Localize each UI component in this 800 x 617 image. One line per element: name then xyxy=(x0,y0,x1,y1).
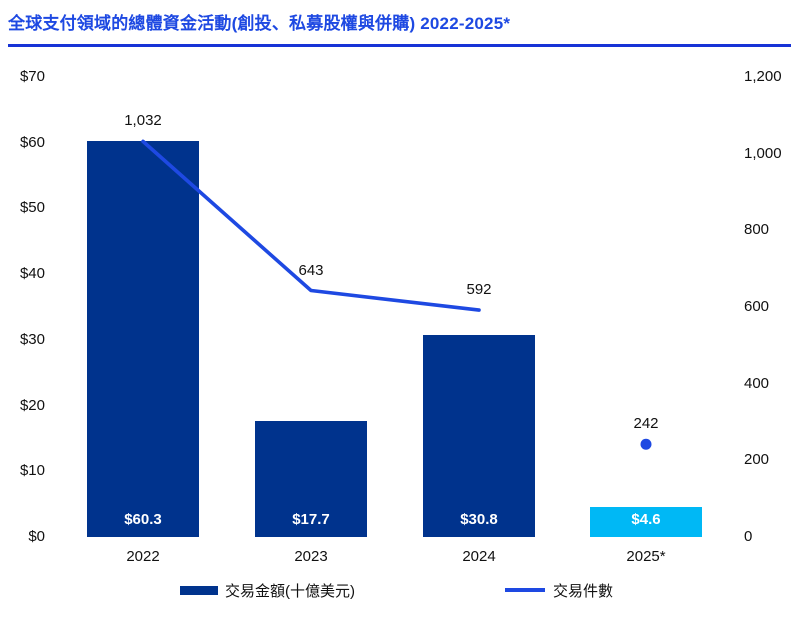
right-axis-tick: 200 xyxy=(744,451,770,469)
right-axis-tick: 400 xyxy=(744,374,770,392)
plot-area: $0 $10 $20 $30 $40 $50 $60 $70 0 200 400 600 800 1,0… xyxy=(0,56,800,565)
bar-value-label: $60.3 xyxy=(124,511,162,528)
legend-label-amount: 交易金額(十億美元) xyxy=(225,582,355,600)
right-axis-tick: 1,000 xyxy=(744,144,782,162)
category-label-2022: 2022 xyxy=(126,548,160,565)
bar-2022 xyxy=(87,140,199,537)
right-axis-tick: 800 xyxy=(744,221,770,239)
category-label-2023: 2023 xyxy=(294,548,328,565)
bar-value-label: $17.7 xyxy=(292,511,330,528)
bar-value-label: $30.8 xyxy=(460,511,498,528)
bar-2024 xyxy=(423,334,535,537)
bar-2023 xyxy=(255,420,367,537)
right-axis-tick: 0 xyxy=(744,528,753,545)
right-axis-tick: 600 xyxy=(744,298,770,315)
line-point-label: 592 xyxy=(466,281,492,299)
line-point-label: 643 xyxy=(298,261,324,279)
right-axis-tick: 1,200 xyxy=(744,68,782,85)
bar-value-label: $4.6 xyxy=(631,511,661,528)
left-axis-tick: $40 xyxy=(19,265,45,283)
category-label-2025: 2025* xyxy=(626,548,666,565)
line-point-label: 242 xyxy=(633,415,659,433)
chart-title: 全球支付領域的總體資金活動(創投、私募股權與併購) 2022-2025* xyxy=(8,14,511,33)
left-axis-tick: $10 xyxy=(19,462,45,480)
category-label-2024: 2024 xyxy=(462,548,496,565)
bar-swatch-icon xyxy=(180,585,218,595)
legend-item-amount: 交易金額(十億美元) xyxy=(180,579,355,601)
bar-2025* xyxy=(590,506,702,537)
legend: 交易金額(十億美元) 交易件數 xyxy=(0,579,800,601)
left-axis-tick: $0 xyxy=(28,528,45,545)
legend-label-deals: 交易件數 xyxy=(553,582,614,600)
left-axis-tick: $50 xyxy=(19,199,45,217)
title-divider xyxy=(8,44,791,47)
left-axis-tick: $20 xyxy=(19,396,45,414)
line-swatch-icon xyxy=(505,588,545,592)
left-axis-tick: $70 xyxy=(19,68,45,85)
line-point-label: 1,032 xyxy=(124,112,162,130)
left-axis-tick: $60 xyxy=(19,133,45,151)
legend-item-deals: 交易件數 xyxy=(505,579,613,601)
left-axis-tick: $30 xyxy=(19,330,45,348)
